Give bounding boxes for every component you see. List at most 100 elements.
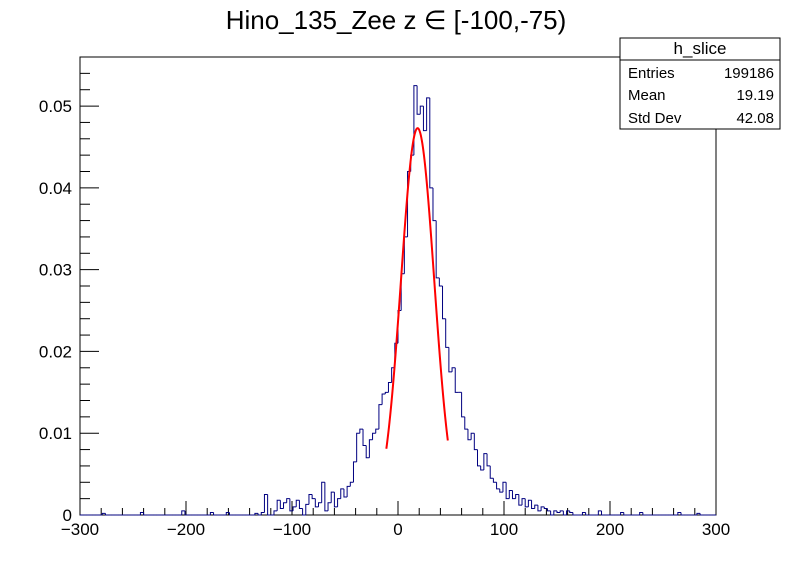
histogram-bin: [426, 97, 430, 131]
histogram-bin: [139, 512, 144, 515]
histogram-bin: [365, 445, 370, 459]
histogram-bin: [527, 499, 532, 507]
y-tick-label: 0.04: [39, 179, 72, 198]
histogram-bin: [480, 465, 484, 471]
histogram-bin: [448, 347, 453, 373]
histogram-bin: [524, 498, 529, 508]
histogram-bin: [213, 512, 217, 516]
histogram-bin: [286, 498, 290, 503]
histogram-bin: [419, 105, 424, 115]
histogram-bin: [143, 512, 147, 516]
histogram-bin: [601, 510, 605, 516]
histogram-bin: [623, 512, 627, 516]
histogram-bin: [384, 391, 389, 394]
y-tick-label: 0.05: [39, 97, 72, 116]
histogram-bin: [343, 488, 348, 498]
y-tick-label: 0.03: [39, 261, 72, 280]
fit-curve: [385, 127, 449, 449]
histogram-bin: [283, 502, 287, 509]
histogram-bin: [416, 85, 421, 115]
stats-entries-label: Entries: [628, 65, 675, 82]
histogram-bin: [445, 318, 449, 348]
histogram-bin: [435, 220, 440, 279]
y-tick-label: 0.02: [39, 342, 72, 361]
x-tick-label: −300: [61, 520, 99, 539]
histogram-bin: [308, 494, 313, 505]
histogram: [80, 85, 716, 516]
histogram-bin: [381, 393, 386, 405]
histogram-bin: [305, 503, 309, 515]
histogram-bin: [562, 510, 567, 516]
histogram-bin: [333, 492, 338, 508]
histogram-bin: [181, 510, 185, 515]
histogram-bin: [531, 500, 535, 509]
histogram-bin: [413, 85, 418, 156]
histogram-bin: [292, 506, 297, 511]
histogram-bin: [454, 367, 459, 393]
histogram-bin: [225, 512, 230, 515]
histogram-bin: [263, 494, 268, 513]
stats-box: h_slice Entries 199186 Mean 19.19 Std De…: [619, 37, 781, 130]
histogram-bin: [534, 504, 538, 509]
histogram-bin: [337, 498, 341, 507]
histogram-bin: [104, 513, 109, 516]
histogram-bin: [267, 494, 271, 516]
histogram-bin: [295, 499, 300, 507]
histogram-bin: [559, 510, 564, 513]
histogram-bin: [340, 488, 344, 499]
stats-stddev-label: Std Dev: [628, 110, 682, 127]
stats-box-title: h_slice: [674, 39, 727, 58]
histogram-bin: [511, 490, 516, 500]
histogram-bin: [486, 453, 491, 467]
histogram-bin: [572, 512, 577, 516]
histogram-bin: [438, 277, 443, 287]
histogram-bin: [639, 512, 643, 515]
histogram-bin: [581, 512, 586, 515]
histogram-bin: [279, 500, 284, 509]
histogram-bin: [489, 465, 494, 479]
histogram-bin: [642, 512, 647, 516]
histogram-bin: [499, 488, 503, 493]
histogram-bin: [537, 505, 542, 512]
histogram-bin: [101, 512, 106, 515]
x-axis: −300 −200 −100 0 100 200 300: [61, 501, 730, 539]
x-tick-label: 300: [702, 520, 730, 539]
histogram-bin: [314, 498, 319, 508]
histogram-bin: [327, 502, 332, 511]
histogram-bin: [375, 428, 379, 434]
histogram-bin: [546, 508, 551, 512]
histogram-bin: [302, 508, 306, 516]
histogram-bin: [359, 428, 364, 434]
histogram-bin: [505, 482, 510, 500]
histogram-bin: [677, 512, 682, 515]
histogram-bin: [566, 510, 570, 515]
x-tick-label: 200: [596, 520, 624, 539]
gaussian-fit: [385, 127, 449, 449]
stats-mean-value: 19.19: [736, 87, 774, 104]
histogram-bin: [184, 510, 189, 516]
histogram-bin: [321, 481, 325, 503]
histogram-bin: [228, 512, 233, 516]
histogram-bin: [257, 513, 262, 516]
x-tick-label: 0: [393, 520, 402, 539]
histogram-bin: [467, 429, 472, 441]
histogram-bin: [521, 498, 526, 506]
histogram-bin: [470, 432, 475, 440]
y-tick-label: 0: [63, 506, 72, 525]
histogram-bin: [429, 97, 433, 189]
histogram-bin: [311, 494, 316, 500]
histogram-bin: [477, 449, 481, 467]
stats-stddev-value: 42.08: [736, 110, 774, 127]
histogram-bin: [699, 513, 704, 516]
histogram-bin: [620, 512, 624, 515]
histogram-bin: [473, 433, 478, 451]
histogram-bin: [550, 510, 554, 516]
histogram-bin: [346, 485, 351, 498]
stats-mean-label: Mean: [628, 87, 666, 104]
histogram-bin: [464, 416, 468, 430]
histogram-bin: [209, 512, 214, 515]
histogram-bin: [387, 382, 392, 393]
histogram-bin: [330, 491, 335, 503]
histogram-bin: [352, 461, 357, 483]
